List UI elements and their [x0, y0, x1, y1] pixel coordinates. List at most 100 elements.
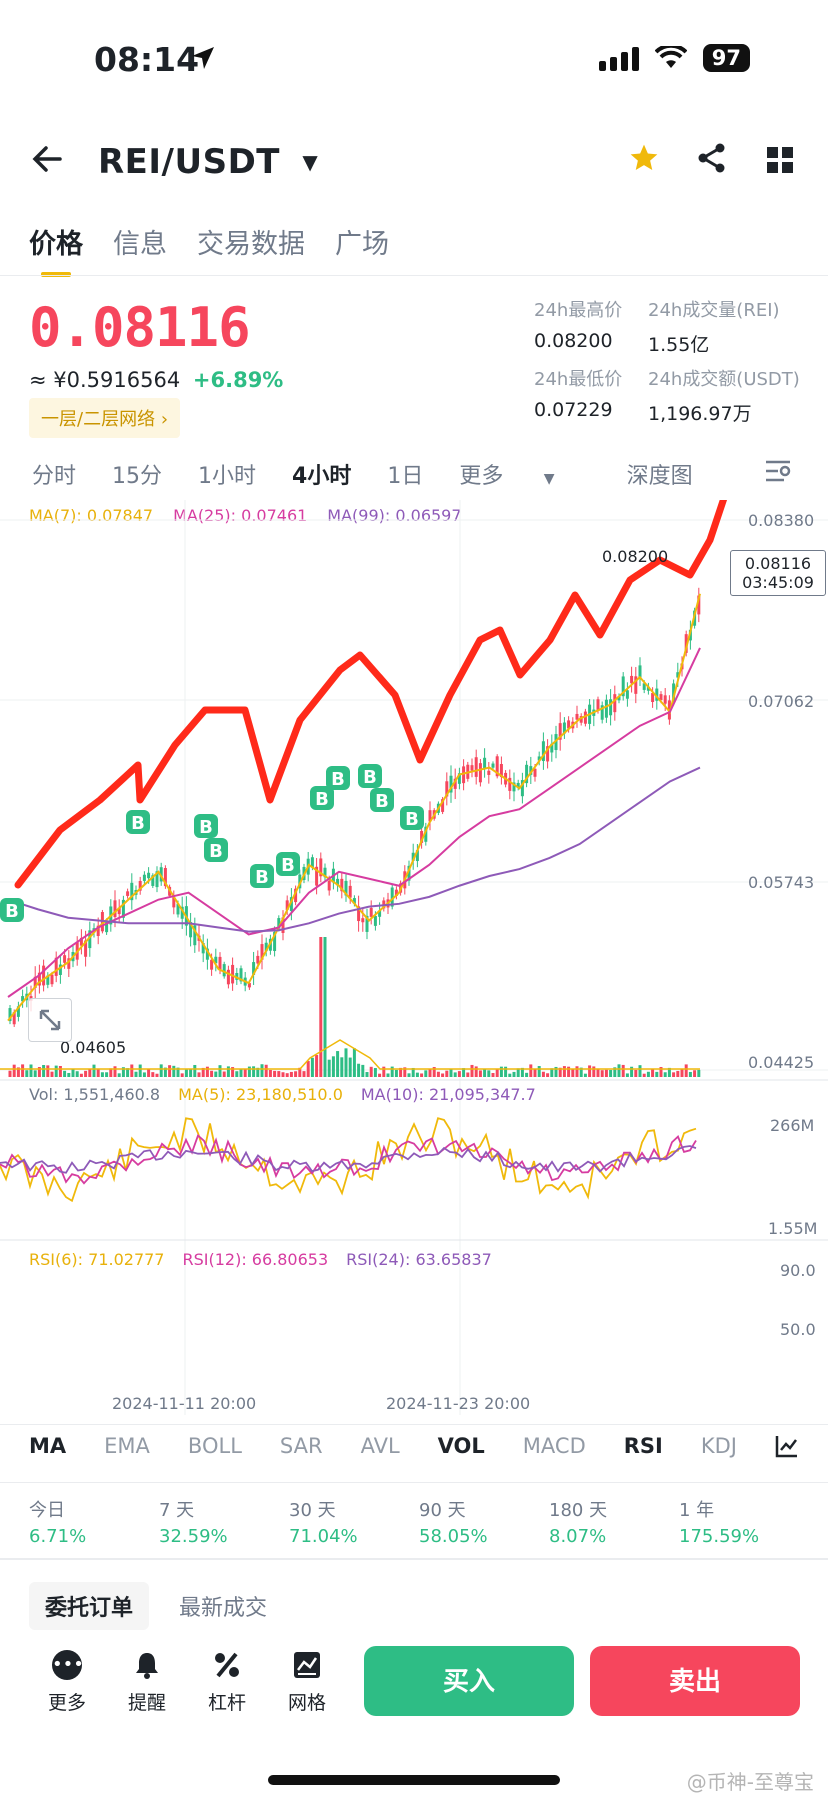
- pair-selector[interactable]: REI/USDT ▼: [98, 142, 318, 182]
- more-dots-icon: •••: [52, 1650, 84, 1680]
- candle-body: [541, 741, 545, 762]
- grid-menu-icon[interactable]: [766, 146, 794, 178]
- home-indicator[interactable]: [268, 1775, 560, 1785]
- candle-body: [352, 898, 356, 904]
- tab-latest-trades[interactable]: 最新成交: [179, 1596, 268, 1621]
- candle-body: [256, 955, 260, 964]
- rsi-line-1: [0, 1117, 697, 1203]
- volume-bar: [499, 1066, 503, 1077]
- perf-value: 175.59%: [679, 1526, 760, 1547]
- alert-button[interactable]: 提醒: [112, 1650, 182, 1715]
- volume-bar: [579, 1067, 583, 1077]
- buy-marker-bg: [276, 852, 300, 876]
- volume-bar: [327, 1059, 331, 1077]
- interval-15m[interactable]: 15分: [112, 464, 163, 489]
- tab-price[interactable]: 价格: [29, 222, 83, 277]
- interval-line[interactable]: 分时: [32, 464, 77, 489]
- candle-countdown: 03:45:09: [742, 573, 814, 592]
- volume-bar: [592, 1066, 596, 1077]
- indicator-avl[interactable]: AVL: [360, 1434, 400, 1458]
- status-time: 08:14: [94, 40, 200, 79]
- volume-value: Vol: 1,551,460.8: [29, 1085, 161, 1104]
- interval-1h[interactable]: 1小时: [198, 464, 257, 489]
- volume-bar: [390, 1066, 394, 1077]
- candle-body: [491, 763, 495, 768]
- more-button[interactable]: ••• 更多: [32, 1650, 102, 1715]
- indicator-sar[interactable]: SAR: [279, 1434, 323, 1458]
- volume-bar: [693, 1070, 697, 1077]
- indicator-ma[interactable]: MA: [29, 1434, 67, 1458]
- volume-bar: [75, 1071, 79, 1077]
- indicator-vol[interactable]: VOL: [437, 1434, 485, 1458]
- candle-body: [512, 782, 516, 792]
- candle-body: [529, 766, 533, 775]
- interval-depth[interactable]: 深度图: [626, 464, 693, 489]
- margin-button[interactable]: 杠杆: [192, 1650, 262, 1715]
- volume-bar: [386, 1073, 390, 1077]
- tab-square[interactable]: 广场: [335, 229, 389, 260]
- volume-bar: [243, 1069, 247, 1077]
- interval-4h[interactable]: 4小时: [292, 464, 352, 489]
- volume-bar: [268, 1069, 272, 1077]
- buy-marker: B: [204, 838, 228, 862]
- price-axis-label: 0.08380: [748, 511, 815, 530]
- candle-body: [327, 880, 331, 891]
- buy-marker-label: B: [315, 789, 329, 810]
- buy-marker-label: B: [405, 809, 419, 830]
- candle-body: [470, 765, 474, 771]
- chart-settings-icon[interactable]: [764, 458, 792, 488]
- tab-open-orders[interactable]: 委托订单: [29, 1582, 150, 1630]
- candle-body: [46, 975, 50, 985]
- volume-bar: [373, 1068, 377, 1077]
- candle-body: [323, 867, 327, 878]
- volume-bar: [109, 1068, 113, 1077]
- interval-more[interactable]: 更多 ▼: [459, 458, 590, 490]
- indicator-boll[interactable]: BOLL: [187, 1434, 242, 1458]
- buy-marker: B: [0, 898, 24, 922]
- back-arrow-icon[interactable]: [30, 142, 64, 180]
- volume-bar: [71, 1068, 75, 1077]
- candle-body: [113, 900, 117, 918]
- indicator-rsi[interactable]: RSI: [623, 1434, 663, 1458]
- grid-button[interactable]: 网格: [272, 1650, 342, 1715]
- volume-bar: [634, 1069, 638, 1077]
- location-arrow-icon: [190, 45, 216, 75]
- volume-bar: [403, 1067, 407, 1077]
- volume-bar: [369, 1066, 373, 1077]
- candle-body: [609, 699, 613, 716]
- sell-button[interactable]: 卖出: [590, 1646, 800, 1716]
- candle-body: [495, 756, 499, 777]
- candle-body: [575, 713, 579, 720]
- tab-trading-data[interactable]: 交易数据: [197, 229, 305, 260]
- status-icons: 97: [598, 44, 750, 72]
- indicator-settings-icon[interactable]: [775, 1434, 799, 1463]
- candle-body: [487, 770, 491, 775]
- indicator-kdj[interactable]: KDJ: [700, 1434, 737, 1458]
- perf-label: 30 天: [289, 1500, 336, 1521]
- share-icon[interactable]: [696, 142, 728, 178]
- expand-chart-icon[interactable]: [28, 998, 72, 1042]
- indicator-divider: [0, 1482, 828, 1483]
- layer-tag-button[interactable]: 一层/二层网络 ›: [29, 398, 181, 438]
- buy-marker-label: B: [199, 817, 213, 838]
- favorite-star-icon[interactable]: [628, 142, 660, 178]
- volume-bar: [256, 1067, 260, 1077]
- interval-1d[interactable]: 1日: [387, 464, 424, 489]
- volume-bar: [176, 1067, 180, 1077]
- volume-bar: [575, 1066, 579, 1077]
- volume-bar: [210, 1070, 214, 1077]
- candle-body: [634, 676, 638, 694]
- volume-axis-label: 1.55M: [768, 1219, 818, 1238]
- candle-body: [378, 910, 382, 917]
- candle-body: [21, 996, 25, 1002]
- volume-bar: [50, 1071, 54, 1077]
- tab-info[interactable]: 信息: [113, 229, 167, 260]
- indicator-ema[interactable]: EMA: [104, 1434, 150, 1458]
- volume-bar: [470, 1064, 474, 1077]
- buy-button[interactable]: 买入: [364, 1646, 574, 1716]
- volume-bar: [348, 1057, 352, 1077]
- buy-marker: B: [194, 814, 218, 838]
- indicator-macd[interactable]: MACD: [522, 1434, 586, 1458]
